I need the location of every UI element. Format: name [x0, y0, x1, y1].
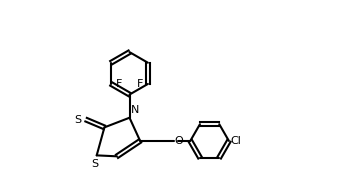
Text: N: N: [131, 105, 140, 115]
Text: F: F: [137, 79, 143, 89]
Text: F: F: [116, 79, 122, 89]
Text: S: S: [91, 159, 98, 169]
Text: O: O: [174, 136, 183, 146]
Text: S: S: [74, 115, 81, 125]
Text: Cl: Cl: [231, 136, 242, 146]
